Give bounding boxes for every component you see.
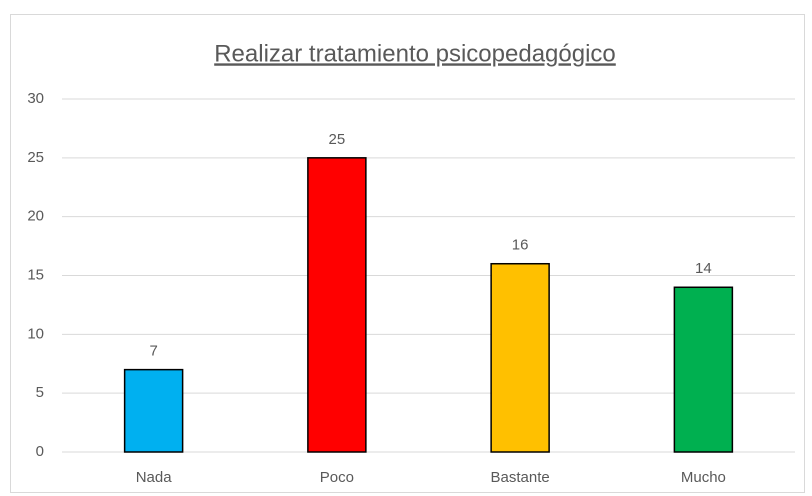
- data-label: 25: [329, 131, 346, 148]
- chart-title: Realizar tratamiento psicopedagógico: [214, 40, 616, 67]
- x-tick-label: Bastante: [491, 469, 550, 486]
- y-tick-label: 0: [36, 443, 44, 460]
- x-tick-label: Poco: [320, 469, 354, 486]
- y-tick-label: 30: [27, 90, 44, 107]
- x-tick-label: Mucho: [681, 469, 726, 486]
- bar: [490, 262, 550, 453]
- bar: [123, 368, 184, 453]
- bar: [307, 157, 367, 453]
- data-label: 14: [695, 260, 712, 277]
- y-tick-label: 25: [27, 149, 44, 166]
- y-tick-label: 10: [27, 325, 44, 342]
- y-tick-label: 15: [27, 266, 44, 283]
- y-tick-label: 5: [36, 384, 44, 401]
- data-label: 16: [512, 237, 529, 254]
- data-label: 7: [149, 343, 157, 360]
- bar: [673, 286, 734, 453]
- y-tick-label: 20: [27, 208, 44, 225]
- x-tick-label: Nada: [136, 469, 173, 486]
